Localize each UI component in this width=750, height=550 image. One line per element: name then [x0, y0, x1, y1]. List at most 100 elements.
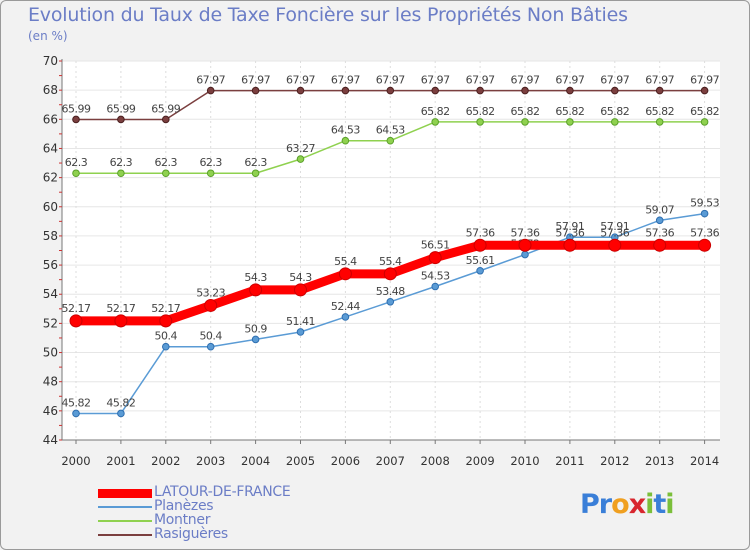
logo-letter: i: [645, 489, 654, 520]
data-label: 65.82: [600, 105, 629, 118]
data-label: 67.97: [690, 74, 719, 87]
data-label: 57.36: [690, 226, 719, 239]
data-point: [655, 118, 664, 126]
data-label: 67.97: [600, 74, 629, 87]
data-point: [251, 169, 260, 178]
data-label: 45.82: [106, 396, 135, 409]
y-tick-label: 58: [43, 229, 58, 243]
data-label: 50.9: [244, 322, 267, 335]
y-tick-label: 56: [43, 258, 58, 272]
data-label: 67.97: [645, 74, 674, 87]
data-point: [204, 298, 218, 312]
data-point: [431, 86, 440, 95]
data-label: 64.53: [331, 124, 360, 137]
x-tick-label: 2006: [331, 454, 360, 468]
data-label: 67.97: [376, 74, 405, 87]
x-tick-label: 2011: [555, 454, 584, 468]
data-label: 65.82: [511, 105, 540, 118]
data-point: [518, 238, 532, 252]
data-label: 65.99: [62, 102, 91, 115]
data-label: 52.17: [151, 302, 180, 315]
data-point: [69, 314, 83, 328]
y-tick-label: 60: [43, 200, 58, 214]
legend-label: Planèzes: [154, 498, 214, 514]
data-label: 65.82: [555, 105, 584, 118]
data-label: 54.3: [289, 271, 312, 284]
data-point: [206, 86, 215, 95]
data-point: [563, 238, 577, 252]
data-point: [162, 342, 170, 351]
data-label: 65.82: [690, 105, 719, 118]
x-tick-label: 2012: [600, 454, 629, 468]
data-label: 57.36: [600, 226, 629, 239]
y-tick-label: 62: [43, 171, 58, 185]
y-tick-label: 64: [43, 141, 58, 155]
data-point: [341, 313, 350, 321]
logo-letter: o: [611, 489, 630, 520]
data-point: [521, 118, 529, 126]
proxiti-logo: Proxiti: [580, 489, 675, 520]
data-point: [700, 118, 709, 126]
series-montner: 62.3 62.3 62.3 62.3 62.3 63.27 64.53 64.53 65.82…: [65, 105, 720, 178]
series-latour-de-france: 52.17 52.17 52.17 53.23 54.3 54.3 55.4 55.4 56.5…: [62, 226, 720, 328]
data-point: [698, 238, 712, 252]
data-point: [249, 283, 263, 297]
data-point: [296, 155, 305, 163]
y-tick-label: 66: [43, 112, 58, 126]
logo-letter: i: [665, 489, 674, 520]
data-point: [386, 86, 395, 95]
data-label: 67.97: [331, 74, 360, 87]
data-point: [655, 86, 664, 95]
legend-label: Rasiguères: [154, 526, 228, 542]
data-label: 52.17: [106, 302, 135, 315]
data-label: 64.53: [376, 124, 405, 137]
data-label: 67.97: [196, 74, 225, 87]
data-label: 57.36: [555, 226, 584, 239]
x-tick-label: 2008: [421, 454, 450, 468]
data-label: 62.3: [110, 156, 133, 169]
data-point: [117, 169, 125, 178]
data-point: [296, 86, 305, 95]
x-tick-label: 2010: [510, 454, 539, 468]
data-label: 57.36: [645, 226, 674, 239]
data-label: 62.3: [199, 156, 222, 169]
y-tick-label: 52: [43, 316, 58, 330]
plot-area: [62, 61, 720, 440]
data-point: [473, 238, 487, 252]
data-point: [162, 115, 170, 124]
data-label: 52.44: [331, 300, 360, 313]
x-tick-label: 2000: [61, 454, 90, 468]
logo-letter: t: [653, 489, 666, 520]
data-label: 55.4: [334, 255, 357, 268]
legend-label: Montner: [154, 512, 211, 528]
data-point: [700, 86, 709, 95]
data-point: [566, 118, 574, 126]
data-label: 62.3: [244, 156, 267, 169]
data-point: [296, 328, 305, 336]
data-label: 59.07: [645, 203, 674, 216]
data-label: 53.48: [376, 285, 405, 298]
data-label: 54.53: [421, 270, 450, 283]
data-point: [114, 314, 128, 328]
legend-label: LATOUR-DE-FRANCE: [154, 484, 291, 500]
series-rasigu-res: 65.99 65.99 65.99 67.97 67.97 67.97 67.97 67.97…: [62, 74, 720, 124]
y-tick-label: 68: [43, 83, 58, 97]
x-tick-label: 2014: [690, 454, 719, 468]
data-label: 67.97: [421, 74, 450, 87]
data-point: [251, 86, 260, 95]
data-label: 65.82: [645, 105, 674, 118]
data-point: [338, 267, 352, 281]
data-label: 50.4: [199, 330, 222, 343]
legend-swatch: [98, 534, 152, 536]
data-point: [386, 298, 395, 306]
data-point: [476, 118, 484, 126]
data-label: 57.36: [511, 226, 540, 239]
data-point: [294, 283, 307, 297]
data-label: 65.82: [421, 105, 450, 118]
legend-swatch: [98, 506, 152, 508]
logo-letter: x: [628, 489, 646, 520]
legend-swatch: [98, 489, 152, 498]
data-label: 52.17: [62, 302, 91, 315]
data-label: 55.61: [466, 254, 495, 267]
data-point: [428, 251, 442, 265]
